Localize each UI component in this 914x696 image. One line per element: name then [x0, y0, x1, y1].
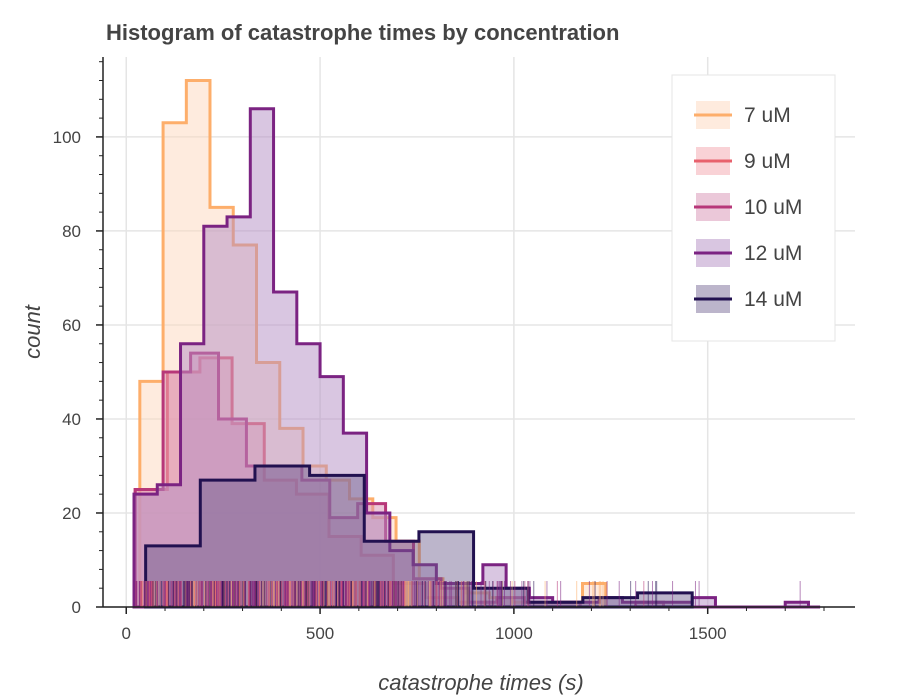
- legend[interactable]: 7 uM 9 uM 10 uM 12 uM 14 uM: [671, 74, 836, 342]
- x-tick-label: 1000: [495, 624, 533, 643]
- legend-item-14-um[interactable]: 14 uM: [694, 285, 802, 313]
- legend-label: 14 uM: [744, 288, 802, 311]
- legend-label: 7 uM: [744, 104, 791, 127]
- y-tick-label: 100: [53, 128, 81, 147]
- y-tick-label: 20: [62, 504, 81, 523]
- histogram-series: [132, 79, 821, 609]
- legend-item-12-um[interactable]: 12 uM: [694, 239, 802, 267]
- x-axis-label: catastrophe times (s): [378, 670, 583, 695]
- y-tick-label: 60: [62, 316, 81, 335]
- x-tick-label: 0: [122, 624, 131, 643]
- histogram-outline: [144, 464, 694, 609]
- histogram-12-um: [132, 107, 821, 609]
- rug-plot: [133, 581, 801, 607]
- y-tick-label: 0: [72, 598, 81, 617]
- histogram-outline: [132, 107, 821, 609]
- legend-item-7-um[interactable]: 7 uM: [694, 101, 791, 129]
- x-tick-label: 1500: [689, 624, 727, 643]
- chart-title: Histogram of catastrophe times by concen…: [106, 20, 619, 45]
- y-tick-label: 40: [62, 410, 81, 429]
- legend-label: 12 uM: [744, 242, 802, 265]
- legend-label: 10 uM: [744, 196, 802, 219]
- axes: 0 500 1000 1500 0 20 40 60 80 100: [53, 57, 855, 643]
- y-tick-label: 80: [62, 222, 81, 241]
- histogram-14-um: [144, 464, 694, 609]
- x-tick-label: 500: [306, 624, 334, 643]
- legend-item-10-um[interactable]: 10 uM: [694, 193, 802, 221]
- legend-label: 9 uM: [744, 150, 791, 173]
- y-axis-label: count: [20, 304, 45, 359]
- legend-item-9-um[interactable]: 9 uM: [694, 147, 791, 175]
